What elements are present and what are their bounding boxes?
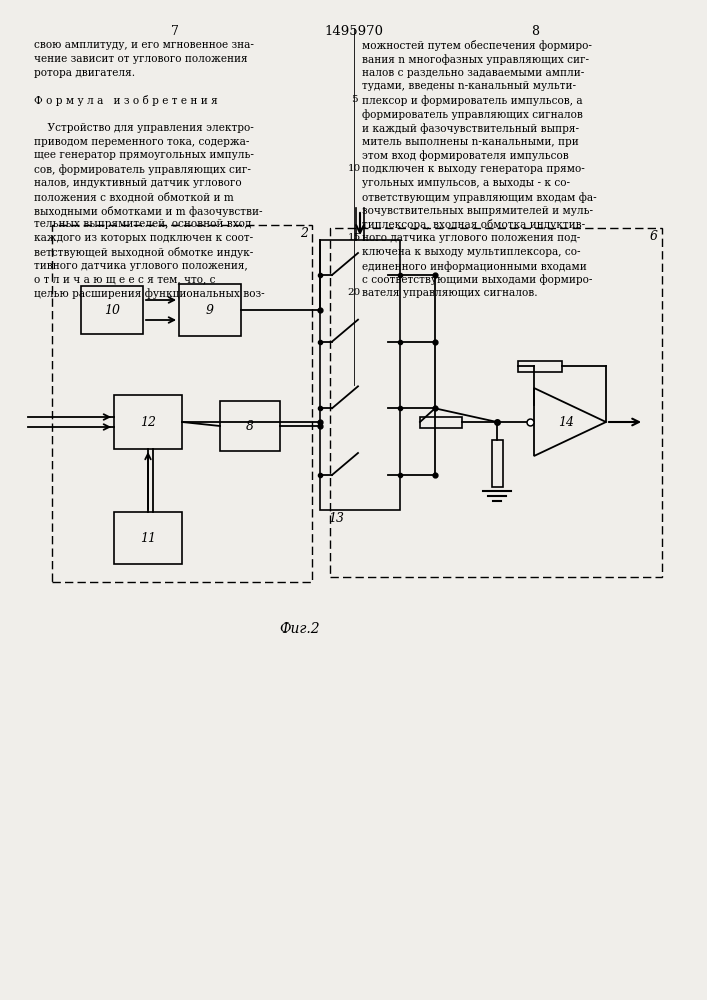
Text: и каждый фазочувствительный выпря-: и каждый фазочувствительный выпря- bbox=[362, 123, 579, 134]
Text: тельных выпрямителей, основной вход: тельных выпрямителей, основной вход bbox=[34, 219, 251, 229]
Text: вания n многофазных управляющих сиг-: вания n многофазных управляющих сиг- bbox=[362, 54, 589, 65]
Text: зочувствительных выпрямителей и муль-: зочувствительных выпрямителей и муль- bbox=[362, 206, 593, 216]
Text: подключен к выходу генератора прямо-: подключен к выходу генератора прямо- bbox=[362, 164, 585, 174]
Text: 6: 6 bbox=[650, 230, 658, 243]
Text: приводом переменного тока, содержа-: приводом переменного тока, содержа- bbox=[34, 137, 250, 147]
Bar bbox=[320, 240, 400, 510]
Text: 10: 10 bbox=[347, 164, 361, 173]
Text: о т л и ч а ю щ е е с я тем, что, с: о т л и ч а ю щ е е с я тем, что, с bbox=[34, 275, 216, 285]
Text: этом вход формирователя импульсов: этом вход формирователя импульсов bbox=[362, 150, 568, 161]
Text: плексор и формирователь импульсов, а: плексор и формирователь импульсов, а bbox=[362, 95, 583, 106]
Text: ответствующим управляющим входам фа-: ответствующим управляющим входам фа- bbox=[362, 192, 597, 203]
Text: типлексора, входная обмотка индуктив-: типлексора, входная обмотка индуктив- bbox=[362, 219, 585, 230]
Text: тудами, введены n-канальный мульти-: тудами, введены n-канальный мульти- bbox=[362, 81, 576, 91]
Text: Ф о р м у л а   и з о б р е т е н и я: Ф о р м у л а и з о б р е т е н и я bbox=[34, 95, 218, 106]
Text: ветствующей выходной обмотке индук-: ветствующей выходной обмотке индук- bbox=[34, 247, 253, 258]
Text: 12: 12 bbox=[140, 416, 156, 428]
Text: ного датчика углового положения под-: ного датчика углового положения под- bbox=[362, 233, 580, 243]
Text: 8: 8 bbox=[531, 25, 539, 38]
Text: Фиг.2: Фиг.2 bbox=[280, 622, 320, 636]
Text: 11: 11 bbox=[140, 532, 156, 544]
Text: 13: 13 bbox=[328, 512, 344, 525]
Bar bbox=[114, 395, 182, 449]
Text: с соответствующими выходами формиро-: с соответствующими выходами формиро- bbox=[362, 275, 592, 285]
Text: свою амплитуду, и его мгновенное зна-: свою амплитуду, и его мгновенное зна- bbox=[34, 40, 254, 50]
Text: 20: 20 bbox=[347, 288, 361, 297]
Text: целью расширения функциональных воз-: целью расширения функциональных воз- bbox=[34, 288, 264, 299]
Text: 10: 10 bbox=[104, 304, 120, 316]
Text: выходными обмотками и m фазочувстви-: выходными обмотками и m фазочувстви- bbox=[34, 206, 262, 217]
Text: 1495970: 1495970 bbox=[325, 25, 383, 38]
Text: вателя управляющих сигналов.: вателя управляющих сигналов. bbox=[362, 288, 537, 298]
Text: 7: 7 bbox=[171, 25, 179, 38]
Bar bbox=[52, 225, 312, 582]
Bar bbox=[114, 512, 182, 564]
Text: 9: 9 bbox=[206, 304, 214, 316]
Text: 2: 2 bbox=[300, 227, 308, 240]
Bar bbox=[420, 416, 462, 428]
Text: митель выполнены n-канальными, при: митель выполнены n-канальными, при bbox=[362, 137, 579, 147]
Text: единенного информационными входами: единенного информационными входами bbox=[362, 261, 587, 272]
Bar bbox=[518, 360, 562, 371]
Text: каждого из которых подключен к соот-: каждого из которых подключен к соот- bbox=[34, 233, 253, 243]
Text: ротора двигателя.: ротора двигателя. bbox=[34, 68, 135, 78]
Bar bbox=[220, 401, 280, 451]
Text: 15: 15 bbox=[347, 233, 361, 242]
Bar bbox=[81, 286, 143, 334]
Text: Устройство для управления электро-: Устройство для управления электро- bbox=[34, 123, 254, 133]
Text: угольных импульсов, а выходы - к со-: угольных импульсов, а выходы - к со- bbox=[362, 178, 570, 188]
Text: 8: 8 bbox=[246, 420, 254, 432]
Bar bbox=[330, 228, 662, 577]
Text: чение зависит от углового положения: чение зависит от углового положения bbox=[34, 54, 247, 64]
Bar bbox=[179, 284, 241, 336]
Text: налов, индуктивный датчик углового: налов, индуктивный датчик углового bbox=[34, 178, 242, 188]
Text: 14: 14 bbox=[558, 416, 574, 428]
Text: 5: 5 bbox=[351, 95, 357, 104]
Text: щее генератор прямоугольных импуль-: щее генератор прямоугольных импуль- bbox=[34, 150, 254, 160]
Text: положения с входной обмоткой и m: положения с входной обмоткой и m bbox=[34, 192, 234, 202]
Text: можностей путем обеспечения формиро-: можностей путем обеспечения формиро- bbox=[362, 40, 592, 51]
Text: налов с раздельно задаваемыми ампли-: налов с раздельно задаваемыми ампли- bbox=[362, 68, 584, 78]
Text: ключена к выходу мультиплексора, со-: ключена к выходу мультиплексора, со- bbox=[362, 247, 580, 257]
Text: сов, формирователь управляющих сиг-: сов, формирователь управляющих сиг- bbox=[34, 164, 251, 175]
Text: формирователь управляющих сигналов: формирователь управляющих сигналов bbox=[362, 109, 583, 120]
Bar bbox=[491, 440, 503, 487]
Text: тивного датчика углового положения,: тивного датчика углового положения, bbox=[34, 261, 247, 271]
